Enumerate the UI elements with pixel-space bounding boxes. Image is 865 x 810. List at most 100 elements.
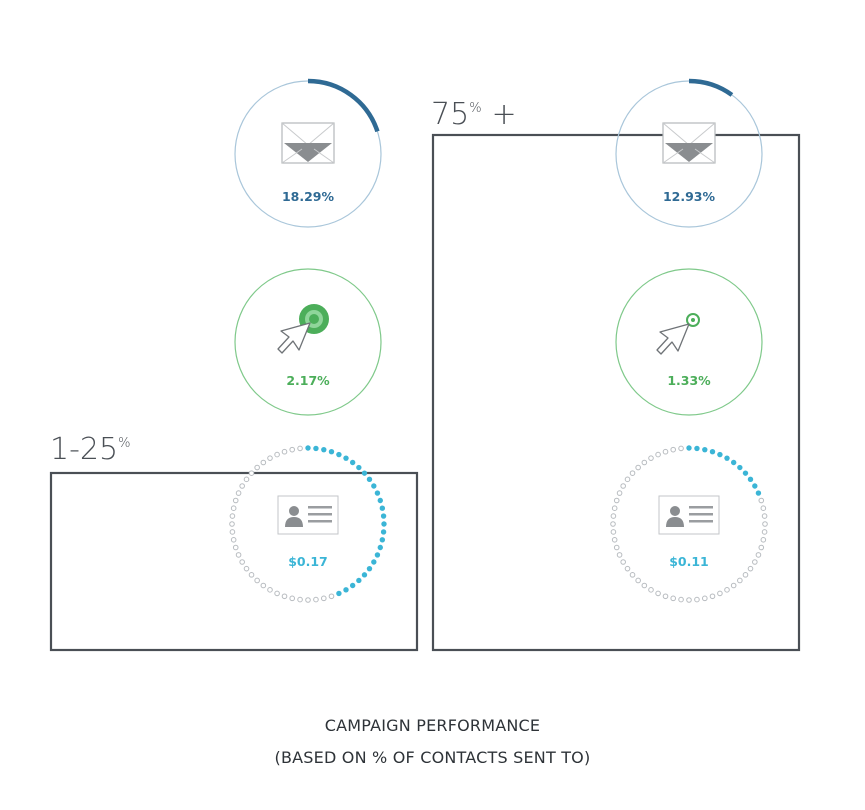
empty-dot [297, 445, 303, 452]
empty-dot [243, 476, 250, 483]
empty-dot [760, 537, 767, 543]
empty-dot [611, 537, 618, 543]
cost-value-2: $0.11 [669, 554, 709, 569]
empty-dot [267, 455, 273, 461]
empty-dot [254, 577, 260, 584]
progress-dot [305, 445, 311, 451]
progress-dot [709, 449, 716, 455]
group-1-label: 1-25% [50, 432, 130, 467]
progress-dot [380, 529, 387, 535]
empty-dot [232, 544, 239, 551]
progress-dot [379, 537, 386, 543]
empty-dot [239, 559, 245, 565]
empty-dot [243, 565, 250, 572]
empty-dot [328, 593, 335, 600]
empty-dot [230, 505, 237, 512]
empty-dot [702, 595, 708, 602]
empty-dot [620, 483, 626, 489]
progress-dot [366, 565, 373, 572]
empty-dot [737, 577, 743, 584]
progress-dot [371, 559, 377, 565]
click-rate-value-2: 1.33% [667, 373, 711, 388]
empty-dot [760, 505, 767, 512]
empty-dot [670, 446, 677, 453]
group-2-label: 75% + [431, 97, 517, 132]
cursor-click-icon [656, 313, 700, 355]
empty-dot [624, 565, 631, 572]
progress-dot [379, 505, 386, 511]
empty-dot [616, 490, 623, 496]
envelope-icon [662, 122, 716, 164]
envelope-icon [281, 122, 335, 164]
empty-dot [694, 596, 700, 603]
empty-dot [758, 544, 765, 551]
empty-dot [248, 572, 255, 578]
empty-dot [613, 544, 620, 551]
empty-dot [662, 593, 669, 600]
empty-dot [761, 513, 768, 519]
empty-dot [747, 565, 754, 572]
progress-dot [336, 590, 342, 597]
empty-dot [230, 537, 237, 543]
progress-dot [356, 577, 362, 584]
progress-dot [377, 497, 383, 504]
progress-dot [742, 470, 749, 476]
empty-dot [686, 597, 692, 603]
empty-dot [620, 559, 626, 565]
progress-dot [694, 445, 700, 452]
empty-dot [289, 595, 296, 602]
progress-dot [686, 445, 692, 451]
progress-dot [343, 455, 349, 461]
empty-dot [611, 505, 618, 512]
progress-dot [737, 464, 743, 471]
empty-dot [648, 587, 654, 593]
open-rate-value-1: 18.29% [282, 189, 335, 204]
progress-dot [377, 544, 383, 551]
cost-value-1: $0.17 [288, 554, 328, 569]
empty-dot [229, 513, 236, 519]
empty-dot [662, 448, 669, 455]
empty-dot [655, 451, 661, 458]
empty-dot [742, 572, 749, 578]
empty-dot [289, 446, 296, 453]
cost-dot-ring-2 [610, 445, 768, 603]
empty-dot [648, 455, 654, 461]
empty-dot [248, 470, 255, 476]
progress-dot [380, 513, 387, 519]
progress-dot [374, 552, 381, 558]
progress-dot [730, 459, 737, 466]
empty-dot [635, 464, 641, 471]
empty-dot [717, 590, 723, 597]
empty-dot [267, 587, 273, 593]
empty-dot [629, 572, 636, 578]
empty-dot [235, 552, 242, 558]
empty-dot [254, 464, 260, 471]
click-rate-value-1: 2.17% [286, 373, 330, 388]
progress-dot [361, 572, 368, 578]
progress-dot [313, 445, 319, 452]
cost-dot-ring-1 [229, 445, 387, 603]
progress-dot [724, 455, 730, 461]
empty-dot [670, 595, 677, 602]
empty-dot [260, 582, 267, 589]
progress-dot [752, 483, 758, 489]
progress-dot [755, 490, 762, 496]
empty-dot [274, 590, 280, 597]
empty-dot [274, 451, 280, 458]
progress-dot [349, 582, 356, 589]
empty-dot [610, 521, 616, 527]
empty-dot [229, 521, 235, 527]
progress-dot [361, 470, 368, 476]
progress-dot [356, 464, 362, 471]
progress-dot [747, 476, 754, 483]
progress-dot [374, 490, 381, 496]
empty-dot [762, 521, 768, 527]
empty-dot [313, 596, 319, 603]
empty-dot [755, 552, 762, 558]
cursor-click-icon [277, 304, 329, 354]
empty-dot [655, 590, 661, 597]
empty-dot [610, 513, 617, 519]
progress-dot [381, 521, 387, 527]
open-rate-arc-1 [307, 78, 380, 133]
